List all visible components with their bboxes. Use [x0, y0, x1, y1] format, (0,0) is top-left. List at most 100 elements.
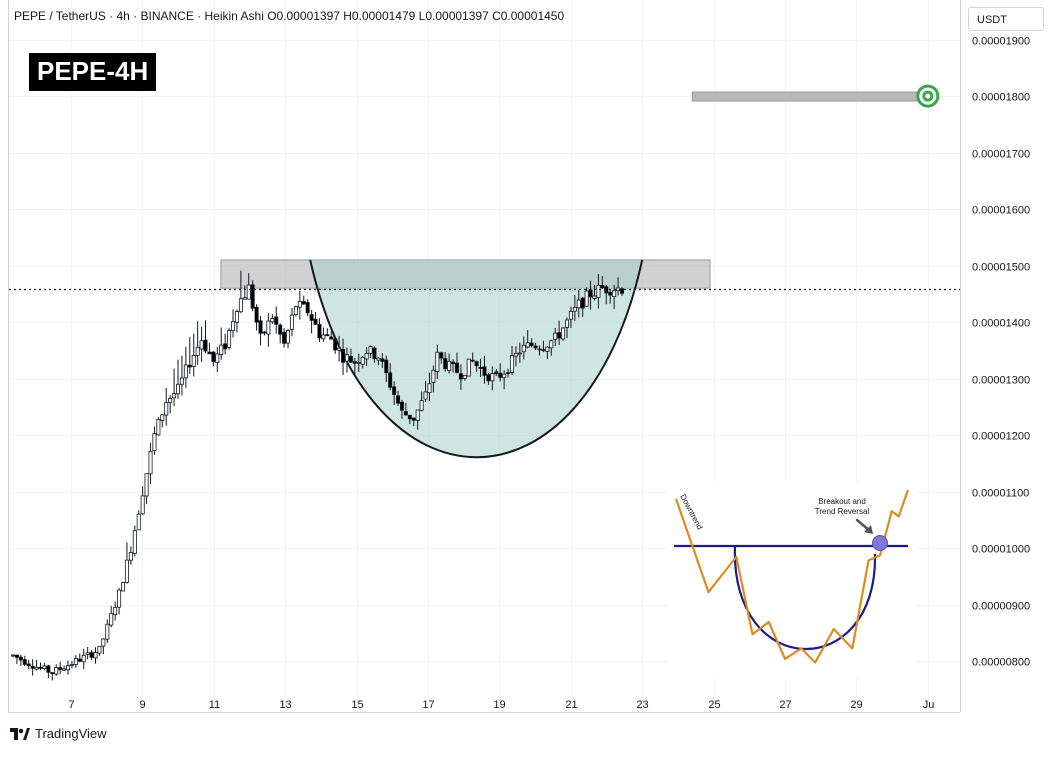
candle-body: [38, 666, 43, 669]
candle-body: [372, 347, 377, 360]
y-tick-label: 0.00001900: [972, 36, 1030, 48]
candle-body: [561, 327, 566, 340]
candle-body: [50, 672, 55, 675]
candles: [10, 270, 625, 681]
inset-breakout-dot: [872, 535, 888, 551]
candle-body: [557, 332, 562, 339]
y-tick-label: 0.00001300: [972, 375, 1030, 387]
y-tick-label: 0.00001500: [972, 262, 1030, 274]
y-tick-label: 0.00001100: [972, 488, 1029, 500]
candle-body: [553, 332, 558, 340]
candle-body: [612, 290, 617, 297]
candle-body: [333, 338, 338, 351]
candle-body: [427, 383, 432, 394]
candle-body: [101, 638, 106, 647]
candle-body: [564, 319, 569, 328]
candle-body: [286, 330, 291, 344]
candle-body: [313, 318, 318, 325]
candle-body: [176, 383, 181, 395]
candle-body: [478, 367, 483, 369]
candle-body: [419, 400, 424, 411]
footer-brand[interactable]: TradingView: [10, 726, 107, 741]
candle-body: [215, 353, 220, 364]
target-marker-inner: [922, 90, 934, 102]
candle-body: [156, 418, 161, 436]
y-tick-label: 0.00000800: [972, 657, 1030, 669]
x-tick-label: 9: [139, 699, 145, 711]
candle-body: [458, 373, 463, 380]
candle-body: [466, 358, 471, 377]
candle-body: [136, 513, 141, 531]
candle-body: [89, 652, 94, 658]
x-tick-label: 23: [636, 699, 648, 711]
candle-body: [22, 659, 27, 665]
inset-price-path: [674, 489, 910, 664]
candle-body: [431, 369, 436, 383]
symbol-header: PEPE / TetherUS · 4h · BINANCE · Heikin …: [14, 9, 565, 23]
candle-body: [278, 324, 283, 335]
inset-arrow-head: [864, 525, 873, 534]
y-tick-label: 0.00001700: [972, 149, 1030, 161]
x-tick-label: 21: [565, 699, 577, 711]
zones: [220, 84, 940, 289]
candle-body: [199, 340, 204, 350]
y-tick-label: 0.00001600: [972, 205, 1030, 217]
candle-body: [447, 360, 452, 371]
candle-body: [191, 355, 196, 367]
currency-selector[interactable]: USDT: [968, 7, 1044, 31]
inset-reversal-label: Trend Reversal: [815, 507, 870, 516]
candle-body: [250, 284, 255, 309]
candle-body: [344, 354, 349, 362]
candle-body: [380, 358, 385, 362]
candle-body: [596, 284, 601, 298]
candle-body: [34, 666, 39, 670]
candle-body: [549, 340, 554, 349]
candle-body: [62, 668, 67, 671]
candle-body: [93, 652, 98, 659]
candle-body: [451, 361, 456, 364]
candle-body: [584, 290, 589, 307]
candle-body: [545, 346, 550, 352]
candle-body: [423, 391, 428, 400]
candle-body: [572, 306, 577, 312]
candle-body: [58, 667, 63, 670]
candle-body: [388, 372, 393, 388]
candle-body: [588, 289, 593, 298]
candle-body: [482, 366, 487, 376]
candle-body: [266, 320, 271, 335]
candle-body: [66, 665, 71, 671]
candle-body: [42, 665, 47, 669]
candle-body: [592, 295, 597, 299]
candle-body: [179, 377, 184, 385]
candle-body: [297, 300, 302, 308]
candle-body: [262, 331, 267, 334]
candle-body: [69, 663, 74, 666]
candle-body: [454, 362, 459, 373]
candle-body: [309, 314, 314, 321]
x-tick-label: 13: [279, 699, 291, 711]
x-tick-label: 15: [351, 699, 363, 711]
candle-body: [600, 285, 605, 289]
candle-body: [533, 345, 538, 349]
candle-body: [439, 352, 444, 359]
candle-body: [144, 473, 149, 497]
candle-body: [113, 607, 118, 616]
pair-badge: PEPE-4H: [29, 53, 157, 91]
candle-body: [470, 359, 475, 362]
candle-body: [494, 371, 499, 375]
candle-body: [399, 401, 404, 411]
candle-body: [462, 374, 467, 379]
candle-body: [85, 652, 90, 655]
x-tick-label: 25: [708, 699, 720, 711]
candle-body: [620, 288, 625, 294]
y-tick-label: 0.00000900: [972, 601, 1030, 613]
inset-breakout-label: Breakout and: [818, 497, 866, 506]
x-tick-label: 27: [779, 699, 791, 711]
candle-body: [325, 334, 330, 337]
candle-body: [160, 414, 165, 421]
candle-body: [148, 450, 153, 475]
candle-body: [352, 361, 357, 364]
tradingview-logo-icon: [10, 727, 30, 740]
